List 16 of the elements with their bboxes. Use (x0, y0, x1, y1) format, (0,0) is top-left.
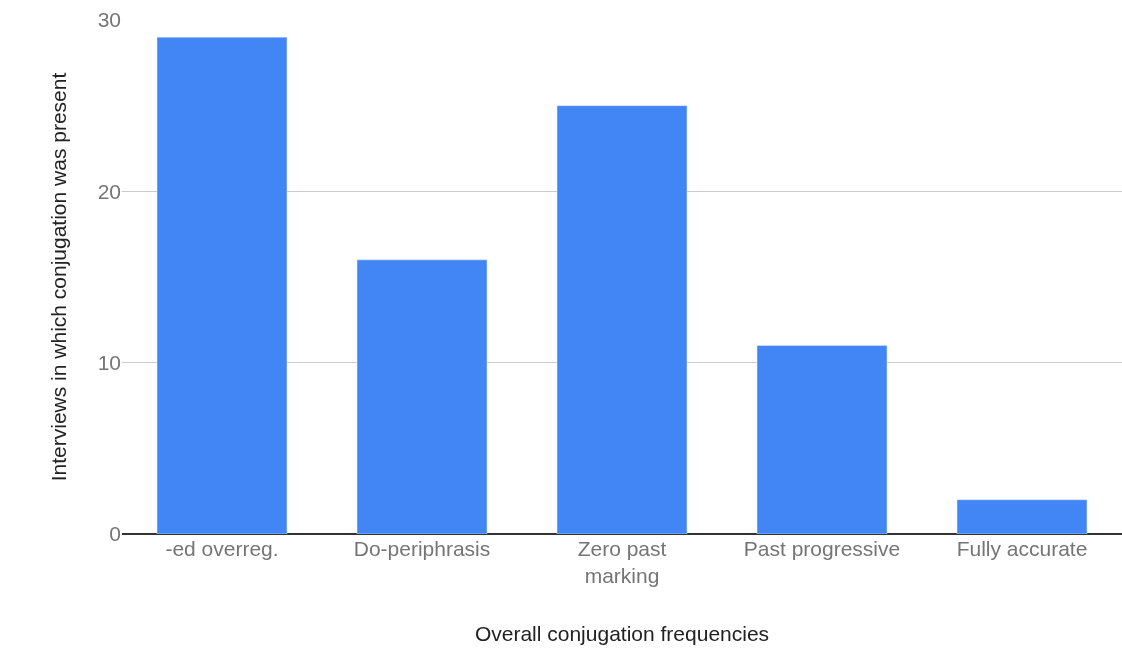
bar (556, 105, 688, 534)
y-tick-label: 20 (97, 179, 121, 203)
x-axis-title: Overall conjugation frequencies (474, 622, 770, 646)
y-tick-label: 30 (97, 8, 121, 32)
bar (156, 36, 288, 534)
x-tick-label: Zero past marking (577, 537, 667, 588)
x-tick-label: Do-periphrasis (353, 537, 491, 560)
bar (956, 499, 1088, 534)
y-tick-label: 10 (97, 351, 121, 375)
bar (756, 345, 888, 534)
x-tick-label: -ed overreg. (165, 537, 279, 560)
y-tick-label: 0 (109, 522, 121, 546)
x-tick-label: Fully accurate (956, 537, 1088, 560)
x-tick-label: Past progressive (743, 537, 901, 560)
bar (356, 259, 488, 534)
y-axis-title: Interviews in which conjugation was present (46, 72, 70, 482)
